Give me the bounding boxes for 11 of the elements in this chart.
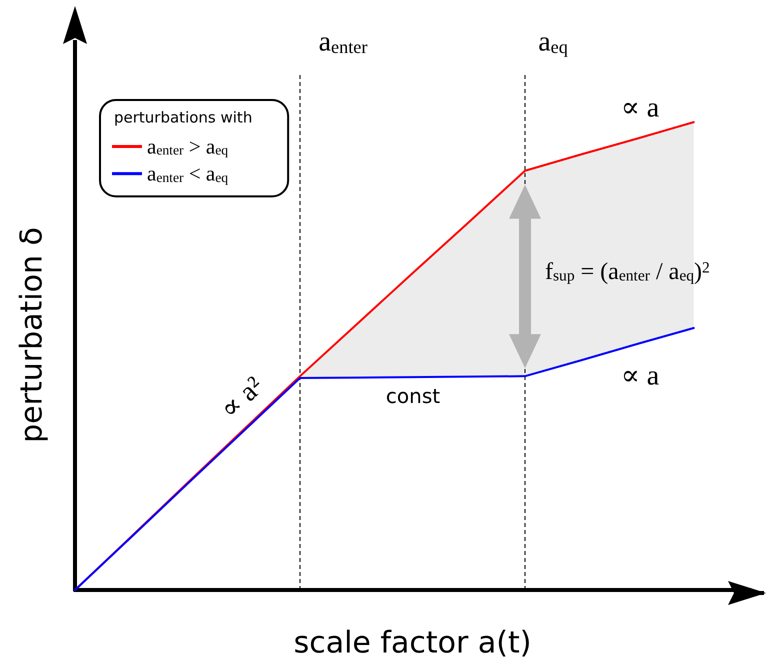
x-axis-title: scale factor a(t)	[294, 626, 532, 660]
annotation: ∝ a	[620, 360, 660, 392]
text: aeq	[538, 26, 568, 58]
legend-title: perturbations with	[114, 108, 252, 126]
legend-label: aenter < aeq	[147, 162, 228, 186]
annotation: ∝ a	[620, 92, 660, 124]
annotation: ∝ a²	[214, 370, 270, 426]
annotation: const	[386, 384, 440, 408]
text: aenter	[318, 26, 368, 58]
legend-label: aenter > aeq	[147, 134, 228, 158]
y-axis-title: perturbation δ	[14, 227, 50, 443]
